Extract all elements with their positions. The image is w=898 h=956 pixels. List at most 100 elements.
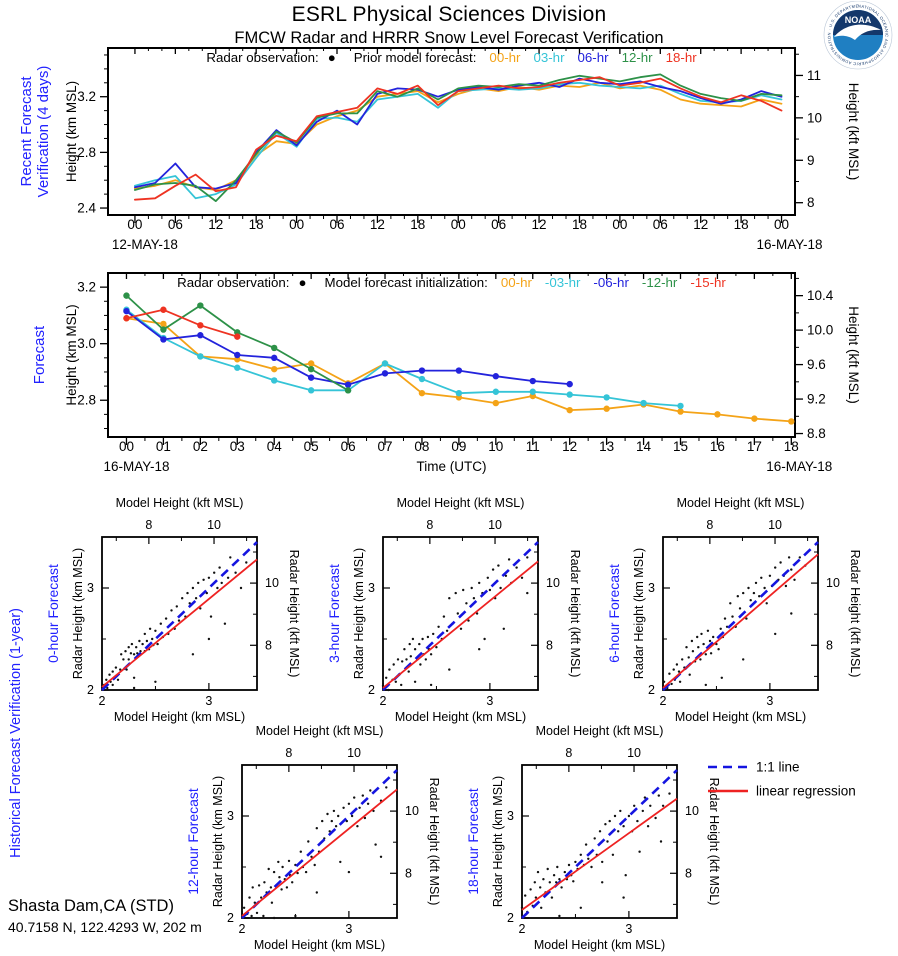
page-subtitle: FMCW Radar and HRRR Snow Level Forecast … <box>234 29 664 47</box>
page-title: ESRL Physical Sciences Division <box>291 3 607 26</box>
x-tick-label: 3 <box>486 694 493 708</box>
legend-label: 1:1 line <box>756 760 800 775</box>
y-right-tick-label: 11 <box>807 68 821 83</box>
x-tick-label: 00 <box>774 217 789 232</box>
scatter-18-hour-forecast: 2 3 2 3 8 8 10 10 Model Height (kft MSL) Model He… <box>465 724 721 952</box>
right-axis-title: Radar Height (kft MSL) <box>287 550 301 678</box>
x-tick-label: 03 <box>230 439 245 454</box>
date-right: 16-MAY-18 <box>766 459 832 474</box>
plot-frame <box>101 536 258 691</box>
kft-right-tick-label: 10 <box>265 576 279 590</box>
left-axis-title: Height (km MSL) <box>64 81 79 182</box>
x-tick-label: 2 <box>660 694 667 708</box>
chart-legend: Radar observation: ● Prior model forecast:… <box>206 50 697 65</box>
axes: 2 3 2 3 8 8 10 10 <box>87 518 279 708</box>
kft-top-tick-label: 10 <box>488 518 502 532</box>
top-axis-title: Model Height (kft MSL) <box>256 724 384 738</box>
axes: 00 01 02 03 04 05 06 07 08 09 10 11 12 13 14 15 16 17 18 2.… <box>77 272 834 454</box>
y-tick-label: 3 <box>227 809 234 823</box>
x-tick-label: 05 <box>304 439 319 454</box>
bottom-axis-title: Model Height (km MSL) <box>254 938 385 952</box>
regression-line <box>382 560 539 689</box>
kft-top-tick-label: 8 <box>706 518 713 532</box>
station-name: Shasta Dam,CA (STD) <box>8 897 174 915</box>
scatter-0-hour-forecast: 2 3 2 3 8 8 10 10 Model Height (kft MSL) Model He… <box>45 496 301 724</box>
x-tick-label: 17 <box>747 439 762 454</box>
series-18-hr <box>133 76 783 201</box>
x-tick-label: 12 <box>370 217 385 232</box>
x-tick-label: 2 <box>519 922 526 936</box>
kft-right-tick-label: 10 <box>826 576 840 590</box>
x-tick-label: 2 <box>380 694 387 708</box>
series--15-hr <box>123 306 241 340</box>
station-info: Shasta Dam,CA (STD) 40.7158 N, 122.4293 … <box>8 897 202 935</box>
right-axis-title: Radar Height (kft MSL) <box>568 550 582 678</box>
bottom-axis-title: Model Height (km MSL) <box>395 710 526 724</box>
bottom-axis-title: Model Height (km MSL) <box>114 710 245 724</box>
left-axis-title: Height (km MSL) <box>64 304 79 405</box>
y-tick-label: 3 <box>87 581 94 595</box>
x-tick-label: 14 <box>636 439 652 454</box>
kft-top-tick-label: 10 <box>768 518 782 532</box>
kft-right-tick-label: 8 <box>685 866 692 880</box>
kft-right-tick-label: 10 <box>685 804 699 818</box>
panel-label: 18-hour Forecast <box>465 788 481 895</box>
date-left: 12-MAY-18 <box>112 237 178 252</box>
scatter-points <box>520 792 671 918</box>
plot-frame <box>107 47 796 216</box>
axes: 2 3 2 3 8 8 10 10 <box>648 518 840 708</box>
x-tick-label: 08 <box>414 439 429 454</box>
regression-line <box>101 558 258 688</box>
x-tick-label: 13 <box>599 439 614 454</box>
legend-label: linear regression <box>756 784 856 799</box>
noaa-wordmark: NOAA <box>845 15 872 25</box>
right-axis-title: Height (kft MSL) <box>846 306 861 404</box>
kft-right-tick-label: 10 <box>546 576 560 590</box>
x-tick-label: 15 <box>673 439 688 454</box>
panel-label: Recent Forecast <box>18 76 35 187</box>
x-tick-label: 06 <box>653 217 668 232</box>
plot-frame <box>241 764 398 919</box>
x-tick-label: 18 <box>572 217 587 232</box>
left-axis-title: Radar Height (km MSL) <box>632 548 646 679</box>
scatter-legend: 1:1 line linear regression <box>708 760 856 799</box>
scatter-12-hour-forecast: 2 3 2 3 8 8 10 10 Model Height (kft MSL) Model He… <box>185 724 441 952</box>
x-tick-label: 18 <box>784 439 799 454</box>
y-tick-label: 3.0 <box>77 336 96 351</box>
y-right-tick-label: 8.8 <box>807 426 826 441</box>
x-tick-label: 06 <box>329 217 344 232</box>
kft-top-tick-label: 8 <box>145 518 152 532</box>
kft-top-tick-label: 10 <box>207 518 221 532</box>
plot-frame <box>662 536 819 691</box>
x-tick-label: 2 <box>239 922 246 936</box>
kft-top-tick-label: 10 <box>627 746 641 760</box>
y-tick-label: 3 <box>648 581 655 595</box>
recent-verification-chart: 00 06 12 18 00 06 12 18 00 06 12 18 00 06 12 18 00 2.4 2.8… <box>18 47 861 252</box>
kft-top-tick-label: 8 <box>285 746 292 760</box>
x-tick-label: 02 <box>193 439 208 454</box>
x-tick-label: 09 <box>451 439 466 454</box>
left-axis-title: Radar Height (km MSL) <box>71 548 85 679</box>
panel-label: 0-hour Forecast <box>45 564 61 663</box>
y-tick-label: 2.8 <box>77 145 96 160</box>
kft-right-tick-label: 8 <box>546 638 553 652</box>
forecast-chart: 00 01 02 03 04 05 06 07 08 09 10 11 12 13 14 15 16 17 18 2.… <box>31 272 861 474</box>
plot-frame <box>382 536 539 691</box>
x-tick-label: 00 <box>451 217 466 232</box>
x-tick-label: 06 <box>491 217 506 232</box>
date-right: 16-MAY-18 <box>757 237 823 252</box>
axes: 2 3 2 3 8 8 10 10 <box>368 518 560 708</box>
y-tick-label: 3.2 <box>77 280 96 295</box>
right-axis-title: Radar Height (kft MSL) <box>848 550 862 678</box>
x-tick-label: 11 <box>526 439 540 454</box>
y-right-tick-label: 9.6 <box>807 357 826 372</box>
y-tick-label: 2.4 <box>77 201 96 216</box>
panel-label: 6-hour Forecast <box>606 564 622 663</box>
regression-line <box>521 797 678 911</box>
x-tick-label: 12 <box>208 217 223 232</box>
y-right-tick-label: 10.0 <box>807 323 833 338</box>
one-to-one-line <box>521 769 678 919</box>
scatter-points <box>662 556 807 690</box>
left-axis-title: Radar Height (km MSL) <box>211 776 225 907</box>
